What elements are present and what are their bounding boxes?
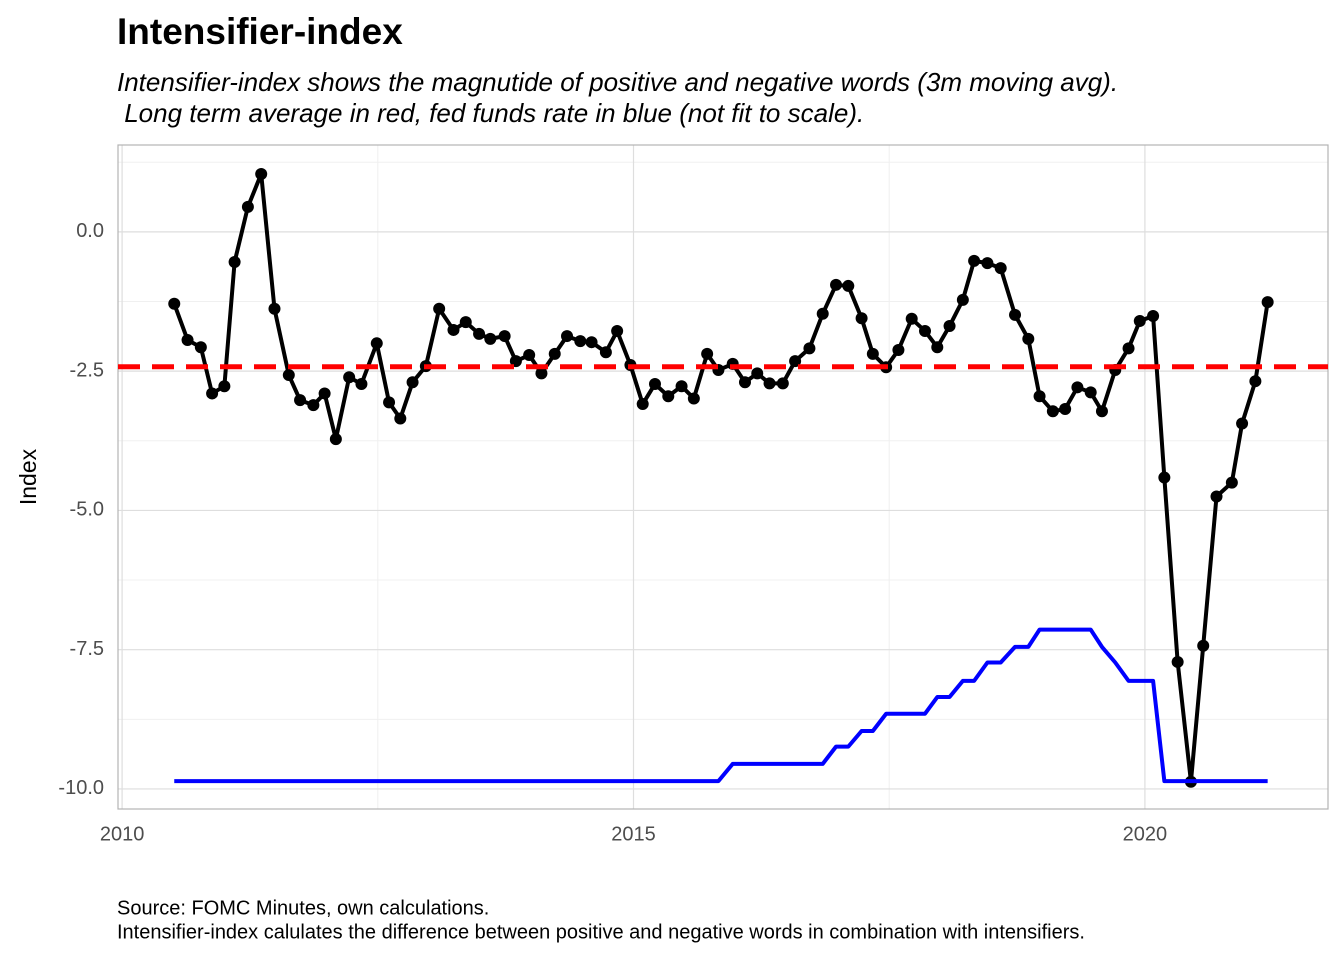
- data-point: [459, 316, 472, 329]
- data-point: [1210, 490, 1223, 503]
- data-point: [1171, 655, 1184, 668]
- data-point: [751, 367, 764, 380]
- caption: Source: FOMC Minutes, own calculations.: [117, 897, 489, 919]
- data-point: [294, 394, 307, 407]
- data-point: [1261, 296, 1274, 309]
- y-tick-label: -10.0: [58, 777, 104, 799]
- data-point: [701, 347, 714, 360]
- data-point: [394, 412, 407, 425]
- data-point: [585, 336, 598, 349]
- y-tick-label: 0.0: [76, 220, 104, 242]
- data-point: [181, 333, 194, 346]
- data-point: [1249, 375, 1262, 388]
- data-point: [1071, 381, 1084, 394]
- x-tick-label: 2020: [1123, 823, 1168, 845]
- data-point: [535, 367, 548, 380]
- chart-subtitle: Intensifier-index shows the magnutide of…: [117, 67, 1118, 97]
- data-point: [919, 325, 932, 338]
- data-point: [218, 380, 231, 393]
- data-point: [968, 254, 981, 267]
- data-point: [1147, 310, 1160, 323]
- data-point: [1158, 471, 1171, 484]
- data-point: [956, 293, 969, 306]
- data-point: [866, 347, 879, 360]
- data-point: [433, 302, 446, 315]
- data-point: [1095, 405, 1108, 418]
- data-point: [370, 337, 383, 350]
- data-point: [1059, 403, 1072, 416]
- data-point: [648, 377, 661, 390]
- data-point: [282, 369, 295, 382]
- data-point: [1122, 342, 1135, 355]
- data-point: [548, 347, 561, 360]
- y-tick-label: -2.5: [70, 359, 104, 381]
- data-point: [1236, 417, 1249, 430]
- data-point: [241, 200, 254, 213]
- data-point: [816, 307, 829, 320]
- x-tick-label: 2015: [611, 823, 656, 845]
- data-point: [383, 396, 396, 409]
- data-point: [892, 343, 905, 356]
- data-point: [1046, 405, 1059, 418]
- data-point: [1084, 386, 1097, 399]
- data-point: [943, 320, 956, 333]
- data-point: [206, 387, 219, 400]
- data-point: [1009, 308, 1022, 321]
- caption: Intensifier-index calulates the differen…: [117, 921, 1085, 943]
- panel-border: [117, 144, 1329, 810]
- data-point: [307, 399, 320, 412]
- data-point: [1197, 639, 1210, 652]
- data-point: [523, 349, 536, 362]
- chart-title: Intensifier-index: [117, 11, 403, 52]
- data-point: [1225, 476, 1238, 489]
- data-point: [842, 279, 855, 292]
- data-point: [447, 323, 460, 336]
- data-point: [1022, 332, 1035, 345]
- data-point: [355, 377, 368, 390]
- data-point: [509, 355, 522, 368]
- data-point: [738, 376, 751, 389]
- data-point: [687, 392, 700, 405]
- data-point: [855, 312, 868, 325]
- series-line: [172, 171, 1270, 784]
- data-point: [776, 377, 789, 390]
- x-tick-label: 2010: [100, 823, 145, 845]
- data-point: [830, 278, 843, 291]
- chart-subtitle: Long term average in red, fed funds rate…: [117, 98, 864, 128]
- data-point: [228, 255, 241, 268]
- data-point: [194, 341, 207, 354]
- data-point: [406, 376, 419, 389]
- data-point: [636, 398, 649, 411]
- data-point: [498, 330, 511, 343]
- data-point: [168, 297, 181, 310]
- y-tick-label: -5.0: [70, 499, 104, 521]
- data-point: [255, 167, 268, 180]
- data-point: [994, 262, 1007, 275]
- data-point: [1033, 390, 1046, 403]
- data-point: [789, 355, 802, 368]
- data-point: [599, 346, 612, 359]
- y-tick-label: -7.5: [70, 638, 104, 660]
- data-point: [1133, 315, 1146, 328]
- y-axis-label: Index: [15, 448, 41, 505]
- data-point: [343, 371, 356, 384]
- data-point: [561, 330, 574, 343]
- data-point: [329, 433, 342, 446]
- data-point: [803, 342, 816, 355]
- series-line: [174, 627, 1268, 784]
- data-point: [611, 325, 624, 338]
- data-point: [268, 302, 281, 315]
- data-point: [484, 332, 497, 345]
- data-point: [675, 380, 688, 393]
- data-point: [931, 341, 944, 354]
- data-point: [905, 312, 918, 325]
- data-point: [473, 327, 486, 340]
- data-point: [318, 387, 331, 400]
- data-point: [574, 335, 587, 348]
- data-point: [763, 377, 776, 390]
- data-point: [662, 390, 675, 403]
- data-point: [981, 257, 994, 270]
